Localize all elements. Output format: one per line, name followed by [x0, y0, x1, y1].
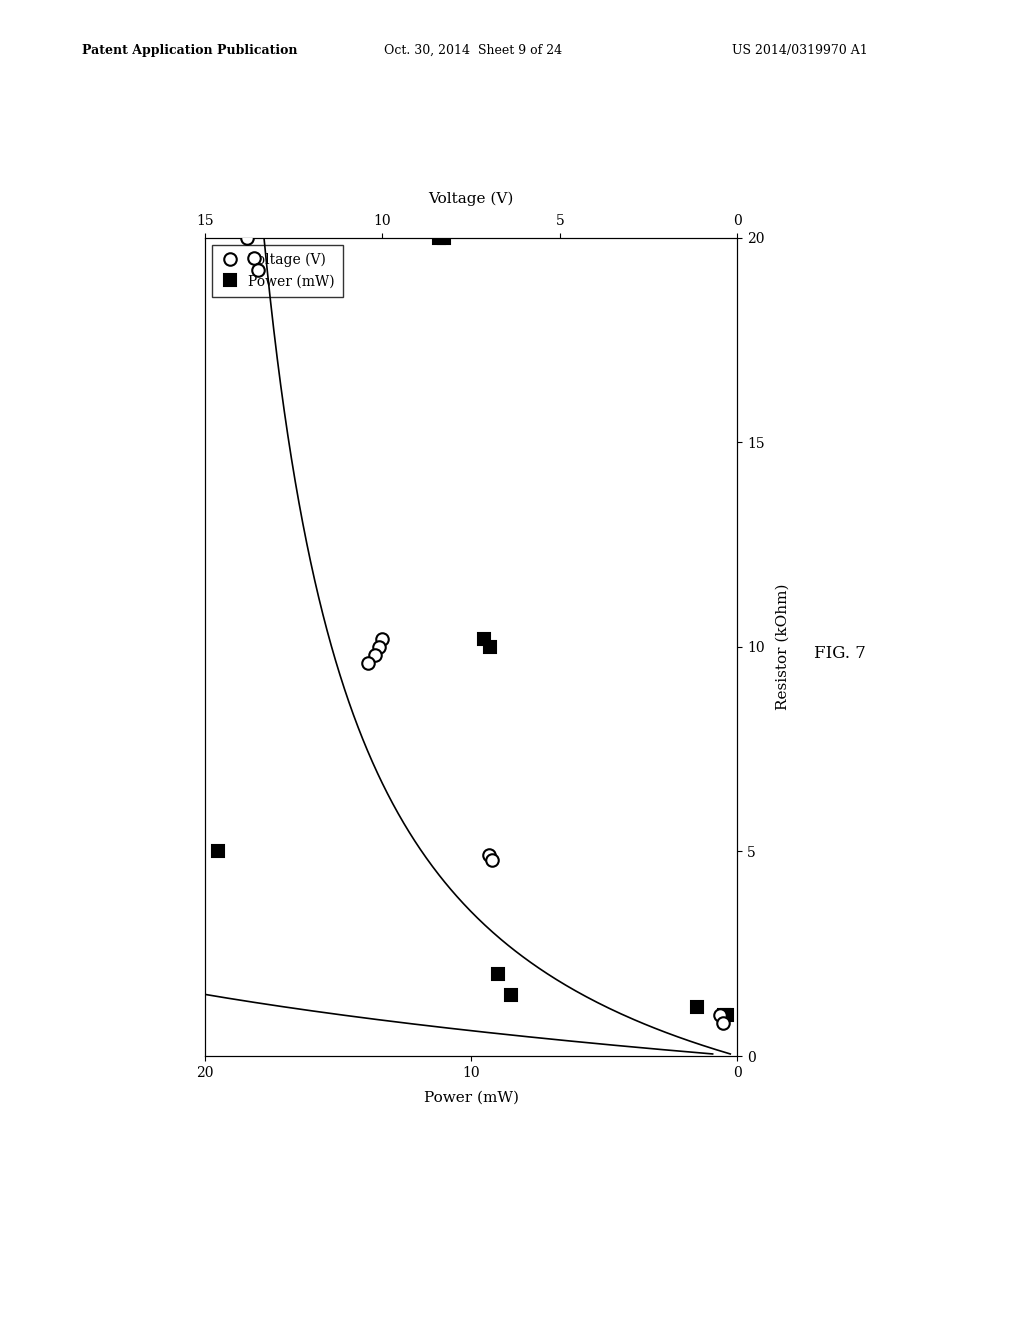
X-axis label: Voltage (V): Voltage (V): [428, 191, 514, 206]
Text: US 2014/0319970 A1: US 2014/0319970 A1: [732, 44, 868, 57]
Y-axis label: Resistor (kOhm): Resistor (kOhm): [776, 583, 790, 710]
Text: Oct. 30, 2014  Sheet 9 of 24: Oct. 30, 2014 Sheet 9 of 24: [384, 44, 562, 57]
X-axis label: Power (mW): Power (mW): [424, 1090, 518, 1105]
Text: FIG. 7: FIG. 7: [814, 645, 866, 661]
Text: Patent Application Publication: Patent Application Publication: [82, 44, 297, 57]
Legend: Voltage (V), Power (mW): Voltage (V), Power (mW): [212, 244, 343, 297]
